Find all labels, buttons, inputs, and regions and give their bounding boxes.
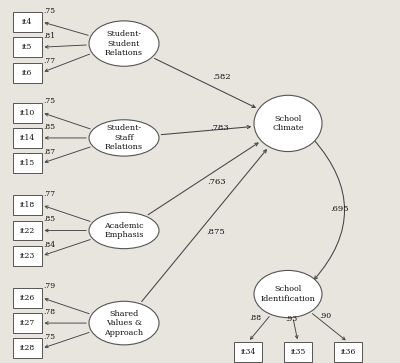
- Text: .85: .85: [44, 123, 56, 131]
- Text: it28: it28: [20, 344, 35, 352]
- FancyBboxPatch shape: [234, 342, 262, 362]
- Ellipse shape: [254, 270, 322, 318]
- FancyBboxPatch shape: [13, 12, 42, 32]
- Text: it23: it23: [20, 252, 35, 260]
- FancyBboxPatch shape: [13, 220, 42, 241]
- Text: .87: .87: [44, 148, 56, 156]
- Text: it22: it22: [20, 227, 35, 234]
- Text: .75: .75: [44, 333, 56, 341]
- Text: it14: it14: [20, 134, 35, 142]
- Text: it27: it27: [20, 319, 35, 327]
- Text: it35: it35: [290, 348, 306, 356]
- Text: it10: it10: [20, 109, 35, 117]
- Text: .582: .582: [212, 73, 231, 81]
- Text: .79: .79: [44, 282, 56, 290]
- Text: it6: it6: [22, 69, 32, 77]
- FancyBboxPatch shape: [13, 128, 42, 148]
- Text: Student-
Staff
Relations: Student- Staff Relations: [105, 125, 143, 151]
- Text: it4: it4: [22, 18, 32, 26]
- Text: it18: it18: [20, 201, 35, 209]
- Text: .90: .90: [319, 313, 331, 321]
- Text: School
Climate: School Climate: [272, 115, 304, 132]
- Text: School
Identification: School Identification: [260, 285, 316, 303]
- FancyBboxPatch shape: [284, 342, 312, 362]
- Text: it36: it36: [340, 348, 356, 356]
- Text: .84: .84: [44, 241, 56, 249]
- Text: .88: .88: [250, 314, 262, 322]
- Text: .77: .77: [44, 57, 56, 65]
- Text: .85: .85: [44, 215, 56, 223]
- Text: Student-
Student
Relations: Student- Student Relations: [105, 30, 143, 57]
- Text: it26: it26: [20, 294, 35, 302]
- Text: .93: .93: [285, 315, 298, 323]
- FancyBboxPatch shape: [13, 153, 42, 173]
- FancyBboxPatch shape: [13, 195, 42, 215]
- Text: .75: .75: [44, 97, 56, 105]
- Ellipse shape: [254, 95, 322, 152]
- Ellipse shape: [89, 120, 159, 156]
- Ellipse shape: [89, 301, 159, 345]
- FancyBboxPatch shape: [13, 338, 42, 359]
- Text: .81: .81: [44, 32, 56, 40]
- Text: .78: .78: [44, 308, 56, 316]
- Text: .875: .875: [206, 228, 225, 236]
- Text: .763: .763: [208, 178, 226, 186]
- FancyBboxPatch shape: [334, 342, 362, 362]
- FancyBboxPatch shape: [13, 287, 42, 308]
- FancyBboxPatch shape: [13, 246, 42, 266]
- Text: .75: .75: [44, 7, 56, 15]
- Ellipse shape: [89, 212, 159, 249]
- Text: .783: .783: [210, 124, 229, 132]
- FancyBboxPatch shape: [13, 37, 42, 57]
- Text: it15: it15: [20, 159, 35, 167]
- FancyBboxPatch shape: [13, 313, 42, 333]
- Text: .695: .695: [331, 205, 349, 213]
- Text: it5: it5: [22, 43, 32, 51]
- Text: it34: it34: [240, 348, 256, 356]
- Text: .77: .77: [44, 190, 56, 198]
- Ellipse shape: [89, 21, 159, 66]
- Text: Shared
Values &
Approach: Shared Values & Approach: [104, 310, 144, 337]
- Text: Academic
Emphasis: Academic Emphasis: [104, 222, 144, 239]
- FancyBboxPatch shape: [13, 62, 42, 82]
- FancyBboxPatch shape: [13, 102, 42, 123]
